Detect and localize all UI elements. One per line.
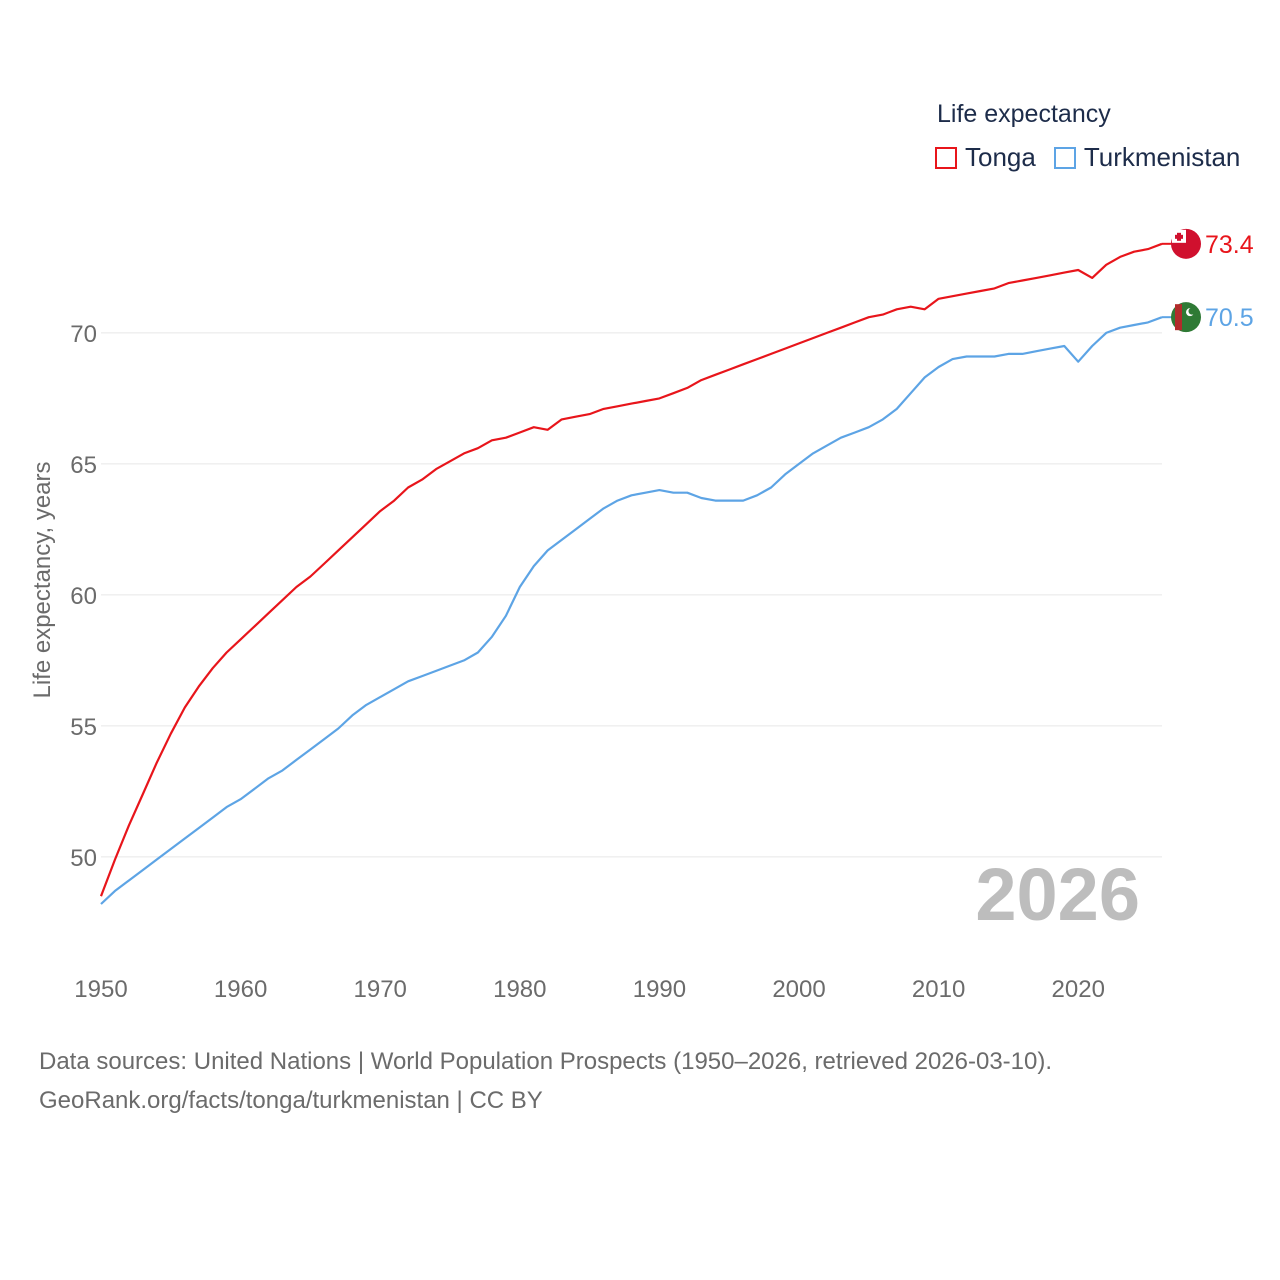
legend: Tonga Turkmenistan	[935, 142, 1258, 173]
flag-tonga-cross-h	[1175, 234, 1183, 239]
legend-item-tonga[interactable]: Tonga	[935, 142, 1036, 173]
series-line-tonga	[99, 242, 1163, 897]
x-tick-label-1960: 1960	[214, 976, 267, 1003]
y-tick-label-60: 60	[70, 583, 97, 610]
legend-swatch-turkmenistan	[1053, 146, 1076, 169]
x-tick-label-1970: 1970	[354, 976, 407, 1003]
legend-swatch-tonga	[935, 146, 957, 169]
legend-label-tonga: Tonga	[965, 142, 1036, 172]
source-note: Data sources: United Nations | World Pop…	[39, 1042, 1052, 1120]
x-tick-label-1950: 1950	[74, 976, 127, 1003]
x-tick-label-1980: 1980	[493, 976, 546, 1003]
end-value-label-tonga: 73.4	[1205, 231, 1254, 259]
end-value-label-turkmenistan: 70.5	[1205, 304, 1254, 332]
flag-turkmenistan-stripe	[1175, 304, 1182, 331]
x-tick-label-2020: 2020	[1052, 976, 1105, 1003]
series-line-turkmenistan	[100, 316, 1163, 905]
series-lines	[99, 242, 1163, 905]
gridlines	[101, 332, 1162, 858]
flag-turkmenistan-crescent-cut	[1188, 307, 1196, 315]
legend-label-turkmenistan: Turkmenistan	[1083, 142, 1241, 172]
source-line-2: GeoRank.org/facts/tonga/turkmenistan | C…	[39, 1087, 543, 1114]
y-tick-label-50: 50	[70, 845, 97, 872]
source-line-1: Data sources: United Nations | World Pop…	[39, 1048, 1053, 1075]
y-axis-label: Life expectancy, years	[29, 461, 56, 698]
x-axis-ticks: 1950 1960 1970 1980 1990 2000 2010 2020	[74, 976, 1105, 1003]
y-tick-label-55: 55	[70, 714, 97, 741]
x-tick-label-2000: 2000	[772, 976, 825, 1003]
series-end-labels: 73.4 70.5	[1162, 228, 1254, 333]
y-tick-label-70: 70	[70, 321, 97, 348]
y-tick-label-65: 65	[70, 452, 97, 479]
y-axis-ticks: 50 55 60 65 70	[70, 321, 97, 872]
legend-title: Life expectancy	[937, 100, 1111, 128]
x-tick-label-2010: 2010	[912, 976, 965, 1003]
year-watermark: 2026	[975, 853, 1140, 936]
x-tick-label-1990: 1990	[633, 976, 686, 1003]
legend-item-turkmenistan[interactable]: Turkmenistan	[1053, 142, 1241, 173]
